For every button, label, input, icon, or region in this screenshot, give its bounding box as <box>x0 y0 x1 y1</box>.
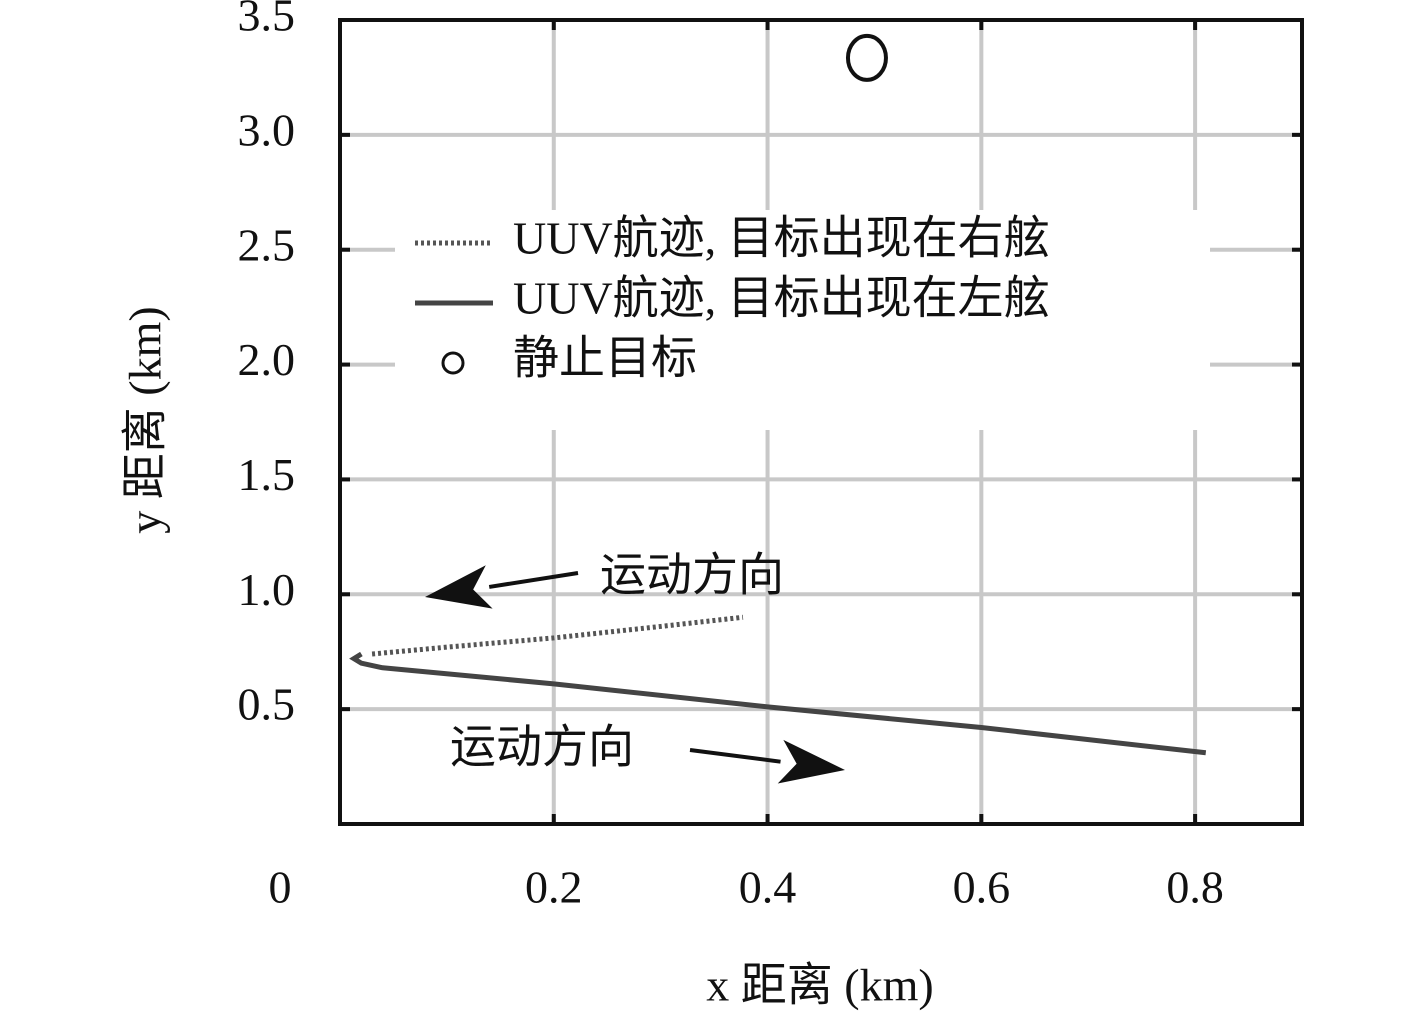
legend-box <box>395 210 1210 430</box>
legend-label: UUV航迹, 目标出现在右舷 <box>513 213 1050 264</box>
x-axis-label: x 距离 (km) <box>706 960 933 1011</box>
target-marker <box>845 33 888 82</box>
x-tick-label: 0.4 <box>739 862 797 913</box>
plot-frame <box>338 18 1304 826</box>
x-tick-label: 0 <box>269 862 292 913</box>
arrow-shaft <box>689 748 781 764</box>
arrow-shaft <box>488 571 579 589</box>
x-tick-label: 0.6 <box>953 862 1011 913</box>
y-tick-label: 3.0 <box>238 104 296 155</box>
arrow-head <box>777 739 845 784</box>
y-tick-label: 0.5 <box>238 679 296 730</box>
y-tick-label: 3.5 <box>238 0 296 41</box>
trajectory-line <box>349 651 1207 756</box>
legend-label: 静止目标 <box>513 333 697 384</box>
arrow-head <box>425 565 493 609</box>
legend-marker <box>441 351 465 375</box>
x-tick-label: 0.2 <box>525 862 583 913</box>
y-tick-label: 2.5 <box>238 219 296 270</box>
y-tick-label: 1.5 <box>238 449 296 500</box>
annotation: 运动方向 <box>450 722 634 773</box>
x-tick-label: 0.8 <box>1166 862 1224 913</box>
y-tick-label: 1.0 <box>238 564 296 615</box>
annotation: 运动方向 <box>600 550 784 601</box>
legend-label: UUV航迹, 目标出现在左舷 <box>513 273 1050 324</box>
y-tick-label: 2.0 <box>238 334 296 385</box>
y-axis-label: y 距离 (km) <box>120 306 171 533</box>
trajectory-line <box>371 614 744 657</box>
